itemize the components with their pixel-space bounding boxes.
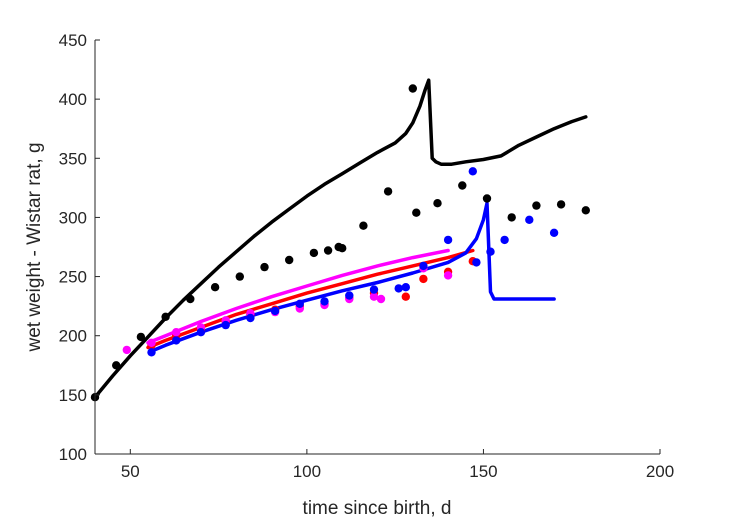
data-point (235, 272, 244, 281)
data-point (210, 283, 220, 292)
axes (94, 40, 660, 455)
data-point (369, 285, 379, 294)
y-axis-label: wet weight - Wistar rat, g (24, 142, 45, 352)
data-point (525, 215, 534, 224)
data-point (581, 206, 590, 215)
data-point (394, 284, 403, 293)
series-lines (93, 78, 588, 399)
data-point (549, 228, 559, 237)
data-point (112, 361, 121, 370)
y-tick-label: 350 (59, 149, 87, 168)
data-point (443, 235, 453, 245)
data-point (419, 261, 428, 271)
y-tick-label: 200 (59, 327, 87, 346)
series-line-2 (146, 248, 450, 345)
data-point (295, 299, 304, 308)
data-point (345, 291, 354, 300)
data-point (147, 348, 156, 357)
x-tick-label: 150 (469, 462, 497, 481)
y-tick-label: 150 (59, 386, 87, 405)
data-point (122, 345, 131, 355)
data-point (221, 320, 230, 330)
data-point (468, 167, 477, 176)
data-point (376, 294, 386, 304)
data-point (443, 271, 453, 280)
x-ticks: 50 100 150 200 (121, 449, 674, 481)
y-tick-label: 450 (59, 31, 87, 50)
y-tick-label: 250 (59, 268, 87, 287)
data-point (246, 313, 255, 323)
data-point (359, 221, 368, 230)
data-point (260, 262, 269, 272)
data-point (532, 201, 541, 210)
data-point (482, 194, 492, 203)
data-point (383, 187, 393, 196)
data-point (486, 247, 495, 256)
data-point (172, 336, 181, 345)
data-point (338, 244, 347, 253)
series-line-0 (93, 78, 588, 399)
data-point (500, 235, 509, 245)
y-ticks: 100 150 200 250 300 350 400 450 (59, 31, 100, 464)
data-point (196, 328, 206, 337)
data-point (433, 199, 442, 208)
data-point (408, 84, 417, 93)
data-point (186, 294, 195, 304)
x-axis-label: time since birth, d (303, 498, 452, 519)
x-tick-label: 50 (121, 462, 140, 481)
x-tick-label: 200 (646, 462, 674, 481)
data-point (369, 292, 379, 301)
series-line-3 (149, 201, 556, 353)
data-point (285, 255, 294, 265)
data-point (270, 306, 280, 316)
data-point (161, 312, 170, 321)
data-point (412, 208, 421, 217)
data-point (507, 213, 516, 222)
data-point (320, 297, 329, 306)
data-point (472, 258, 481, 267)
data-point (147, 338, 156, 347)
y-tick-label: 100 (59, 445, 87, 464)
data-point (419, 274, 428, 284)
data-point (309, 248, 319, 258)
data-point (136, 332, 146, 342)
data-point (458, 181, 467, 190)
y-tick-label: 400 (59, 90, 87, 109)
data-point (172, 328, 181, 337)
data-point (401, 292, 410, 301)
data-point (401, 283, 410, 292)
x-tick-label: 100 (293, 462, 321, 481)
data-point (323, 246, 333, 255)
series-points (90, 84, 590, 402)
y-tick-label: 300 (59, 208, 87, 227)
data-point (556, 200, 566, 209)
